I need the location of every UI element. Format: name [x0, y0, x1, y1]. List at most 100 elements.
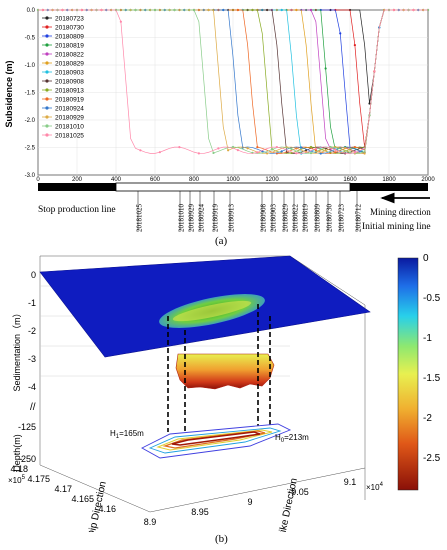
legend-marker [45, 70, 49, 74]
depth-tick-label: -125 [18, 422, 36, 432]
data-point [158, 151, 161, 154]
colorbar-tick-labels: 0 -0.5 -1 -1.5 -2 -2.5 [423, 253, 441, 464]
legend: 20180723 20180730 20180809 20180819 20180822… [42, 16, 84, 140]
data-point [153, 8, 157, 12]
data-point [212, 151, 215, 155]
depth-tick-labels: -125 -250 [18, 422, 36, 464]
projection-lines [167, 304, 271, 432]
legend-label: 20180929 [55, 115, 84, 122]
data-point [266, 152, 269, 155]
initial-mining-line-label: Initial mining line [362, 222, 431, 232]
subsidence-core [172, 300, 252, 322]
legend-marker [45, 115, 49, 119]
data-point [353, 151, 356, 154]
date-markers: 20181025 20181010 20180929 20180924 20180919… [136, 191, 363, 232]
data-point [314, 149, 317, 152]
data-point [178, 146, 181, 149]
dip-tick-label: 4.165 [71, 494, 94, 504]
legend-label: 20180819 [55, 43, 84, 50]
z-tick-label: -3 [28, 354, 36, 364]
z-tick-label: 0 [31, 270, 36, 280]
colorbar [397, 257, 419, 491]
data-point [295, 152, 298, 155]
date-label: 20180730 [326, 204, 334, 233]
series-lines [36, 8, 430, 155]
strike-tick-label: 8.95 [191, 507, 209, 517]
series-line-20181025 [38, 9, 428, 154]
depth-axis-label: Depth(m) [12, 434, 22, 472]
colorbar-tick-label: -0.5 [423, 293, 441, 304]
data-point [339, 32, 342, 35]
depth-tick-label: -250 [18, 454, 36, 464]
date-label: 20180908 [260, 204, 268, 233]
legend-marker [45, 16, 49, 20]
x-tick-label: 1800 [382, 177, 396, 183]
y-tick-label: -1.0 [25, 63, 36, 69]
mined-bar-left [38, 183, 116, 191]
data-point [139, 149, 142, 152]
h0-annotation: H0=213m [275, 433, 309, 444]
data-point [324, 67, 327, 70]
x-tick-label: 800 [189, 177, 200, 183]
dip-tick-label: 4.17 [54, 484, 72, 494]
data-point [344, 146, 347, 150]
x-tick-label: 600 [150, 177, 161, 183]
data-point [270, 148, 274, 151]
legend-label: 20180908 [55, 79, 84, 86]
x-tick-label: 400 [111, 177, 122, 183]
legend-label: 20180903 [55, 70, 84, 77]
date-label: 20180903 [270, 204, 278, 233]
y-tick-labels: 0.0 -0.5 -1.0 -1.5 -2.0 -2.5 -3.0 [25, 8, 36, 179]
date-label: 20181010 [178, 204, 186, 233]
legend-label: 20180822 [55, 52, 84, 59]
legend-marker [45, 79, 49, 83]
data-point [334, 151, 337, 154]
legend-marker [45, 52, 49, 56]
mining-direction-label: Mining direction [370, 207, 431, 217]
data-point [353, 43, 356, 47]
x-tick-label: 200 [72, 177, 83, 183]
unmined-bar [115, 182, 351, 192]
data-point [207, 8, 210, 12]
data-point [119, 20, 122, 23]
data-point [61, 8, 64, 12]
z-tick-label: -4 [28, 382, 36, 392]
date-label: 20180809 [314, 204, 322, 233]
data-point [41, 8, 44, 12]
legend-marker [45, 106, 49, 110]
y-tick-label: 0.0 [27, 8, 36, 14]
dip-tick-labels: 4.184.175 4.174.165 4.16 [10, 464, 116, 514]
strike-tick-label: 9.1 [344, 477, 357, 487]
data-point [134, 8, 137, 12]
date-label: 20180723 [338, 204, 346, 233]
legend-marker [45, 34, 49, 38]
strike-tick-label: 9 [247, 497, 252, 507]
date-label: 20180913 [228, 204, 236, 233]
data-point [217, 147, 220, 150]
z-tick-label: -1 [28, 298, 36, 308]
colorbar-tick-label: -2.5 [423, 453, 441, 464]
x-tick-label: 1000 [226, 177, 240, 183]
axes-box [39, 255, 366, 513]
x-tick-label: 2000 [421, 177, 435, 183]
data-point [314, 147, 317, 150]
date-label: 20180919 [212, 204, 220, 233]
legend-label: 20180829 [55, 61, 84, 68]
date-label: 20180924 [198, 204, 206, 233]
data-point [309, 8, 313, 12]
data-point [295, 8, 298, 12]
date-label: 20181025 [136, 204, 144, 233]
data-point [231, 145, 235, 149]
legend-label: 20180913 [55, 88, 84, 95]
data-point [290, 147, 293, 151]
z-axis-label: Sedimentation（m） [12, 308, 22, 391]
data-point [275, 145, 278, 149]
data-point [227, 149, 230, 152]
date-label: 20180822 [292, 204, 300, 233]
legend-marker [45, 133, 49, 137]
colorbar-tick-label: 0 [423, 253, 429, 264]
colorbar-tick-label: -1 [423, 333, 432, 344]
data-point [280, 8, 283, 12]
data-point [173, 8, 176, 12]
y-axis-label: Subsidence (m) [4, 60, 14, 127]
